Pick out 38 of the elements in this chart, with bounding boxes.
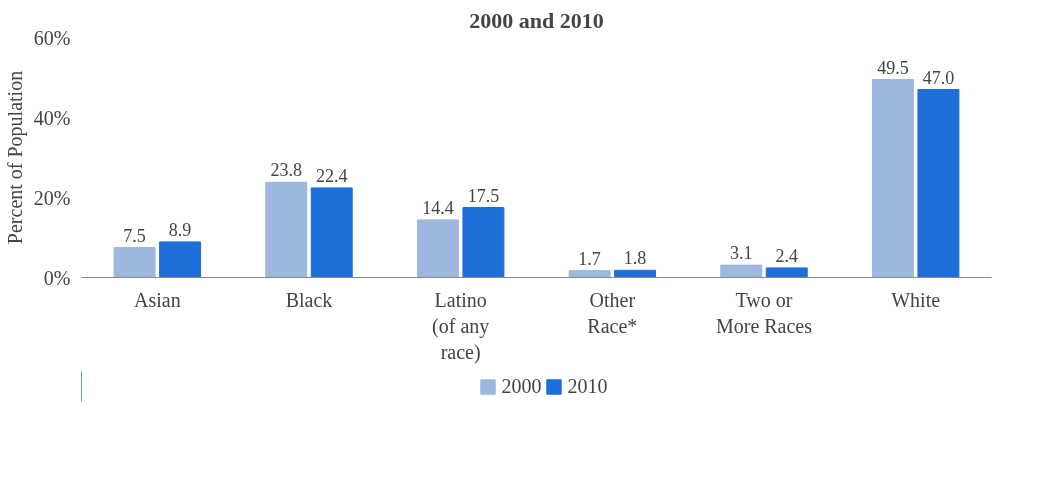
x-tick-label: Latino (of any race) [432,288,490,365]
x-tick-label: Asian [134,288,181,311]
x-tick-label: Two or More Races [715,288,813,337]
bar [113,247,156,278]
bar [416,219,459,278]
bar [614,269,657,278]
data-label: 3.1 [730,243,753,264]
data-label: 49.5 [877,57,909,78]
data-label: 14.4 [422,197,454,218]
y-axis-title: Percent of Population [3,70,27,245]
x-tick-label: Other Race* [587,288,638,337]
x-tick-label: Black [285,288,333,311]
data-label: 7.5 [123,225,146,246]
legend-label: 2010 [567,374,608,398]
y-tick-label: 20% [33,186,71,209]
legend-label: 2000 [501,374,542,398]
bar [159,241,202,278]
bar [568,270,611,278]
bar [871,79,914,278]
y-tick-label: 60% [33,26,71,49]
y-tick-label: 40% [33,106,71,129]
bar [720,264,763,278]
data-label: 1.8 [623,248,647,269]
data-label: 23.8 [270,160,302,181]
data-label: 2.4 [775,245,798,266]
data-label: 1.7 [578,248,601,269]
bar [917,89,960,278]
chart-title: 2000 and 2010 [469,7,604,33]
bar [265,181,308,278]
bar [462,207,505,278]
data-label: 17.5 [467,185,500,206]
data-label: 47.0 [922,67,955,88]
x-tick-label: White [891,288,941,311]
y-tick-label: 0% [43,266,71,289]
bar [310,187,353,278]
data-label: 8.9 [168,219,192,240]
data-label: 22.4 [316,165,348,186]
bar [765,267,808,278]
